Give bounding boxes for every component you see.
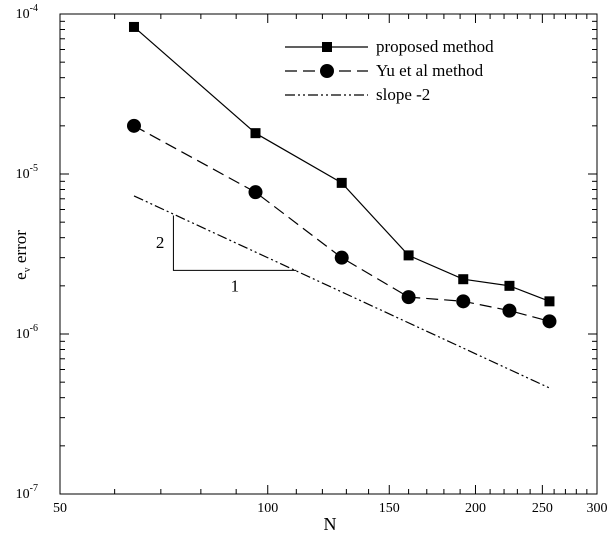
data-point-square — [458, 274, 469, 285]
slope-triangle-legs — [172, 215, 297, 271]
x-tick-label: 250 — [532, 501, 553, 516]
data-point-circle — [126, 118, 141, 133]
legend-marker-square — [322, 42, 332, 52]
data-point-circle — [334, 250, 349, 265]
data-point-square — [403, 250, 414, 261]
x-tick-label: 200 — [465, 501, 486, 516]
data-point-square — [336, 177, 347, 188]
slope-triangle: 21 — [156, 215, 297, 295]
axis-ticks: 50 100 150 200 250 300 10-7 10-6 10-5 10-4 — [16, 3, 608, 516]
data-point-square — [504, 280, 515, 291]
plot-frame — [59, 13, 598, 495]
legend-label: proposed method — [376, 37, 494, 56]
y-tick-label: 10-6 — [16, 323, 38, 342]
series-layer — [126, 21, 557, 389]
y-tick-label: 10-5 — [16, 163, 38, 182]
x-axis-label: N — [324, 514, 337, 534]
series-2 — [126, 118, 557, 329]
slope-run-label: 1 — [231, 276, 240, 295]
data-point-square — [544, 296, 555, 307]
data-point-circle — [456, 294, 471, 309]
legend-label: slope -2 — [376, 85, 430, 104]
x-tick-label: 300 — [587, 501, 608, 516]
data-point-square — [250, 128, 261, 139]
y-axis-label: ev error — [11, 230, 33, 280]
series-1 — [128, 21, 555, 307]
slope-rise-label: 2 — [156, 233, 165, 252]
legend-label: Yu et al method — [376, 61, 484, 80]
series-line — [133, 195, 550, 389]
series-3 — [133, 195, 550, 389]
y-tick-label: 10-7 — [16, 483, 38, 502]
data-point-circle — [401, 290, 416, 305]
legend-marker-circle — [320, 64, 334, 78]
data-point-circle — [248, 185, 263, 200]
x-tick-label: 100 — [257, 501, 278, 516]
data-point-circle — [542, 314, 557, 329]
x-tick-label: 50 — [53, 501, 67, 516]
y-tick-label: 10-4 — [16, 3, 38, 22]
legend: proposed method Yu et al method slope -2 — [285, 37, 494, 104]
x-tick-label: 150 — [379, 501, 400, 516]
data-point-square — [128, 21, 139, 32]
series-line — [133, 125, 550, 322]
data-point-circle — [502, 303, 517, 318]
